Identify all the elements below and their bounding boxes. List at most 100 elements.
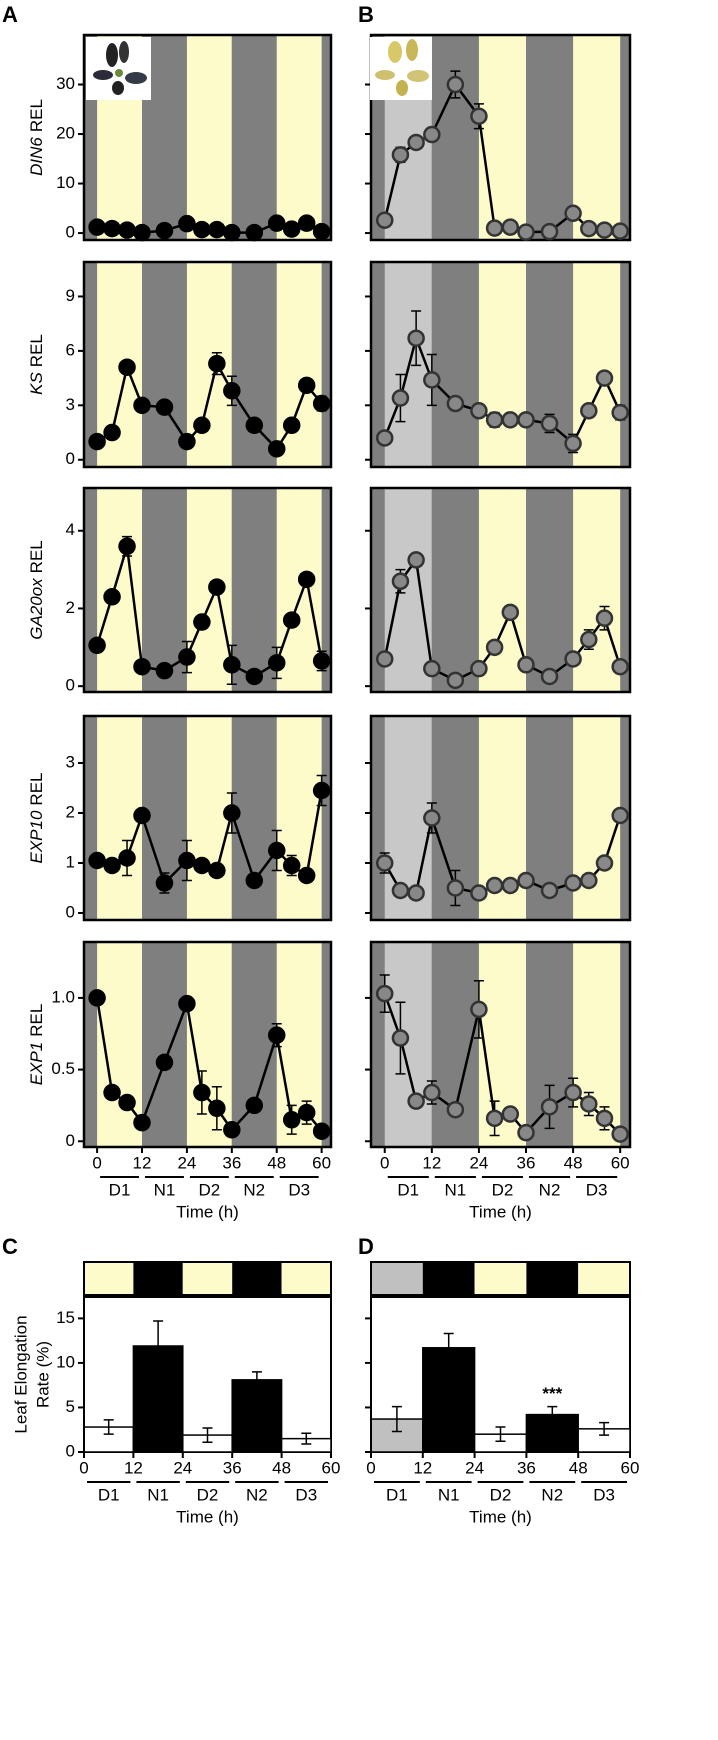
period-stripe [231,942,277,1147]
data-point [282,856,301,875]
period-label: D2 [492,1180,514,1199]
data-point [446,671,465,690]
y-axis-suffix: REL [27,99,46,132]
x-tick-label: 0 [79,1458,88,1477]
y-axis-title: DIN6 REL [27,99,46,176]
data-point [501,218,520,236]
data-point [312,652,331,670]
period-stripe [573,35,621,240]
data-point [223,804,241,822]
data-point [155,1053,174,1072]
data-point [423,371,441,389]
period-label: D1 [386,1485,408,1504]
data-point [178,648,196,666]
data-point [133,806,151,825]
data-point [595,609,614,627]
x-tick-label: 24 [469,1153,488,1172]
x-tick-label: 60 [621,1458,640,1477]
panel-label: D [358,1234,374,1259]
y-axis-gene: EXP10 [27,810,46,863]
data-point [267,214,286,232]
period-stripe [276,262,322,467]
y-tick-label: 0 [66,449,75,468]
data-point [103,588,121,606]
plot-frame [369,33,632,242]
bar [231,1379,283,1453]
data-point [517,411,535,429]
plot-frame [82,486,333,694]
data-point [118,849,136,867]
data-point [375,984,394,1003]
period-strip [182,1262,233,1295]
data-point [103,219,121,238]
plot-frame [82,33,333,242]
data-point [282,220,301,238]
data-point [178,851,196,870]
data-point [580,871,598,890]
data-point [88,432,106,451]
error-bar [251,1371,262,1389]
bar [422,1347,476,1453]
data-point [540,667,559,686]
data-point [193,220,211,239]
data-point [485,876,504,895]
data-point [133,223,151,242]
data-point [245,223,264,242]
data-point [178,214,196,233]
data-point [267,841,286,860]
period-stripe [97,35,143,240]
error-bar [301,1432,312,1445]
x-tick-label: 12 [422,1153,441,1172]
x-tick-label: 24 [465,1458,484,1477]
y-axis-gene: EXP1 [27,1042,46,1085]
data-point [485,1109,504,1128]
y-tick-label: 0 [66,223,75,242]
data-point [470,884,488,902]
period-stripe [142,262,187,467]
data-point [391,389,410,407]
data-point [155,661,174,680]
x-tick-label: 48 [564,1153,583,1172]
data-point [595,1109,614,1128]
panel-label: A [2,2,18,27]
data-point [178,994,196,1013]
period-stripe [276,35,322,240]
y-tick-label: 2 [66,802,75,821]
data-point [282,416,301,435]
data-point [446,1100,465,1119]
x-tick-label: 12 [413,1458,432,1477]
period-stripe [384,942,432,1147]
data-point [133,1113,151,1132]
data-point [208,861,226,880]
data-point [297,1103,316,1122]
y-tick-label: 9 [66,286,75,305]
y-tick-label: 20 [56,124,75,143]
data-point [407,551,425,569]
y-tick-label: 0 [66,902,75,921]
x-tick-label: 60 [322,1458,341,1477]
data-point [312,781,331,800]
data-point [297,866,316,885]
y-tick-label: 10 [56,173,75,192]
period-label: N2 [246,1485,268,1504]
data-point [611,403,629,422]
period-label: D1 [109,1180,131,1199]
period-stripe [97,488,143,692]
data-point [501,876,520,895]
strip-frame [83,1261,332,1296]
y-tick-label: 30 [56,74,75,93]
plot-frame [369,260,632,469]
x-axis-title: Time (h) [469,1202,532,1221]
data-point [501,603,520,622]
data-point [580,402,598,420]
data-point [193,416,211,435]
data-point [208,578,226,596]
error-bar [599,1421,610,1436]
error-bar [202,1427,213,1443]
period-strip [526,1262,579,1295]
period-label: D1 [397,1180,419,1199]
plot-frame [82,714,333,922]
data-point [208,354,226,373]
period-stripe [142,942,187,1147]
